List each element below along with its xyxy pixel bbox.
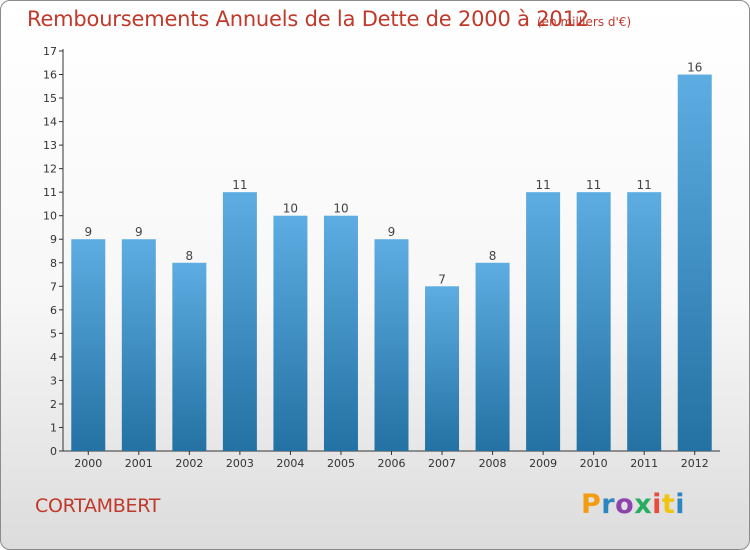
bar-value-label: 8 bbox=[186, 249, 194, 263]
bar bbox=[374, 239, 409, 451]
x-tick-label: 2012 bbox=[681, 457, 709, 470]
y-tick-label: 3 bbox=[50, 374, 57, 387]
y-tick-label: 6 bbox=[50, 304, 57, 317]
y-tick-label: 0 bbox=[50, 445, 57, 458]
x-tick-label: 2006 bbox=[378, 457, 406, 470]
bar-value-label: 11 bbox=[586, 178, 601, 192]
bar-value-label: 9 bbox=[135, 225, 143, 239]
bar-value-label: 10 bbox=[333, 202, 348, 216]
x-tick-label: 2001 bbox=[125, 457, 153, 470]
x-tick-label: 2007 bbox=[428, 457, 456, 470]
y-tick-label: 10 bbox=[43, 210, 57, 223]
proxiti-logo: Proxiti bbox=[581, 489, 685, 520]
y-tick-label: 1 bbox=[50, 421, 57, 434]
y-tick-label: 7 bbox=[50, 280, 57, 293]
bar-value-label: 16 bbox=[687, 61, 702, 75]
bar-value-label: 8 bbox=[489, 249, 497, 263]
y-tick-label: 8 bbox=[50, 257, 57, 270]
y-tick-label: 16 bbox=[43, 69, 57, 82]
logo-letter: t bbox=[661, 489, 676, 520]
y-tick-label: 9 bbox=[50, 233, 57, 246]
bar-value-label: 9 bbox=[388, 225, 396, 239]
y-tick-label: 2 bbox=[50, 398, 57, 411]
bar bbox=[121, 239, 156, 451]
x-tick-label: 2011 bbox=[630, 457, 658, 470]
y-tick-label: 4 bbox=[50, 351, 57, 364]
x-tick-label: 2008 bbox=[479, 457, 507, 470]
bar bbox=[627, 192, 662, 452]
chart-subtitle: (en milliers d'€) bbox=[537, 15, 632, 29]
x-tick-label: 2003 bbox=[226, 457, 254, 470]
logo-letter: x bbox=[634, 489, 653, 520]
y-tick-label: 15 bbox=[43, 92, 57, 105]
y-tick-label: 12 bbox=[43, 163, 57, 176]
x-tick-label: 2000 bbox=[74, 457, 102, 470]
bar bbox=[323, 215, 358, 451]
bar bbox=[526, 192, 561, 452]
bar bbox=[172, 262, 207, 451]
y-tick-label: 17 bbox=[43, 45, 57, 58]
bar bbox=[677, 74, 712, 451]
commune-name: CORTAMBERT bbox=[35, 495, 161, 517]
bar-value-label: 10 bbox=[283, 202, 298, 216]
logo-letter: o bbox=[615, 489, 635, 520]
bar-value-label: 11 bbox=[232, 178, 247, 192]
x-tick-label: 2010 bbox=[580, 457, 608, 470]
x-tick-label: 2005 bbox=[327, 457, 355, 470]
bar-value-label: 11 bbox=[637, 178, 652, 192]
chart-title: Remboursements Annuels de la Dette de 20… bbox=[27, 7, 589, 31]
logo-letter: i bbox=[675, 489, 686, 520]
bar-value-label: 9 bbox=[84, 225, 92, 239]
y-tick-label: 14 bbox=[43, 116, 57, 129]
bar-value-label: 11 bbox=[535, 178, 550, 192]
x-tick-label: 2009 bbox=[529, 457, 557, 470]
bar bbox=[273, 215, 308, 451]
y-tick-label: 5 bbox=[50, 327, 57, 340]
bar bbox=[425, 286, 460, 451]
logo-letter: i bbox=[652, 489, 662, 520]
bar bbox=[71, 239, 106, 451]
bar-value-label: 7 bbox=[438, 272, 446, 286]
logo-letter: r bbox=[601, 489, 616, 520]
bar bbox=[576, 192, 611, 452]
x-tick-label: 2004 bbox=[276, 457, 304, 470]
y-tick-label: 13 bbox=[43, 139, 57, 152]
logo-letter: P bbox=[581, 489, 602, 520]
x-tick-label: 2002 bbox=[175, 457, 203, 470]
y-tick-label: 11 bbox=[43, 186, 57, 199]
bar bbox=[475, 262, 510, 451]
bar bbox=[222, 192, 257, 452]
